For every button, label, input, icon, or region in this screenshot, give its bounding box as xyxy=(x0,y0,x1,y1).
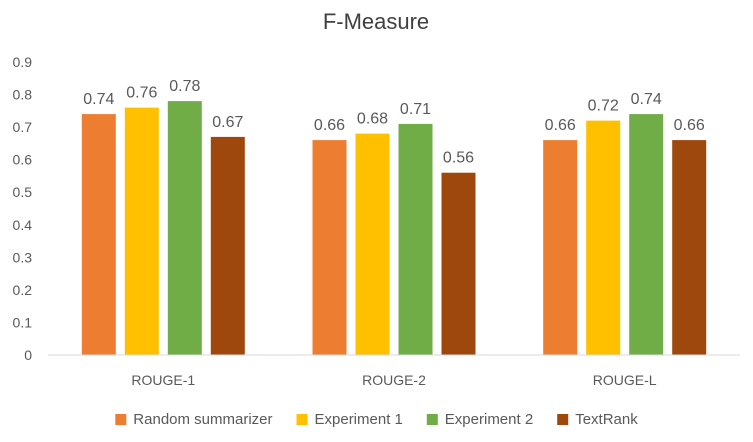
data-label: 0.78 xyxy=(169,78,200,95)
bar xyxy=(586,120,621,355)
bars: 0.74 0.76 0.78 0.67 0.66 0.68 0.71 0.56 0.66 0.72… xyxy=(81,78,707,356)
bar xyxy=(312,140,347,355)
x-tick-label: ROUGE-L xyxy=(593,372,657,388)
data-label: 0.72 xyxy=(588,98,619,115)
legend-label: Experiment 1 xyxy=(315,411,403,428)
bar xyxy=(167,101,202,355)
legend: Random summarizer Experiment 1 Experiment … xyxy=(115,411,638,428)
y-tick-label: 0.4 xyxy=(13,217,33,233)
data-label: 0.66 xyxy=(674,117,705,134)
y-tick-label: 0.5 xyxy=(13,184,33,200)
data-label: 0.74 xyxy=(631,91,662,108)
data-label: 0.71 xyxy=(400,101,431,118)
legend-swatch xyxy=(115,414,127,425)
legend-item: Experiment 1 xyxy=(296,411,403,428)
bar xyxy=(124,107,159,355)
bar xyxy=(210,136,245,355)
data-label: 0.74 xyxy=(83,91,114,108)
data-label: 0.68 xyxy=(357,111,388,128)
legend-label: Experiment 2 xyxy=(445,411,533,428)
legend-swatch xyxy=(557,414,569,425)
bar xyxy=(672,140,707,355)
y-tick-label: 0.2 xyxy=(13,282,33,298)
legend-label: TextRank xyxy=(575,411,638,428)
legend-item: Random summarizer xyxy=(115,411,273,428)
y-tick-label: 0.7 xyxy=(13,119,33,135)
x-tick-label: ROUGE-1 xyxy=(131,372,195,388)
bar xyxy=(441,172,476,355)
bar xyxy=(543,140,578,355)
legend-item: Experiment 2 xyxy=(426,411,533,428)
y-tick-label: 0.8 xyxy=(13,87,33,103)
y-axis: 0 0.1 0.2 0.3 0.4 0.5 0.6 0.7 0.8 0.9 xyxy=(13,54,33,363)
y-tick-label: 0.6 xyxy=(13,152,33,168)
y-tick-label: 0.1 xyxy=(13,314,33,330)
legend-swatch xyxy=(296,414,308,425)
y-tick-label: 0.3 xyxy=(13,249,33,265)
legend-label: Random summarizer xyxy=(133,411,272,428)
y-tick-label: 0 xyxy=(24,347,32,363)
legend-item: TextRank xyxy=(557,411,638,428)
bar xyxy=(355,133,390,355)
data-label: 0.66 xyxy=(314,117,345,134)
chart-title: F-Measure xyxy=(323,9,429,34)
data-label: 0.66 xyxy=(545,117,576,134)
legend-swatch xyxy=(426,414,438,425)
data-label: 0.67 xyxy=(212,114,243,131)
data-label: 0.76 xyxy=(126,85,157,102)
bar xyxy=(81,114,116,355)
y-tick-label: 0.9 xyxy=(13,54,33,70)
x-tick-label: ROUGE-2 xyxy=(362,372,426,388)
x-axis: ROUGE-1 ROUGE-2 ROUGE-L xyxy=(48,354,740,388)
data-label: 0.56 xyxy=(443,150,474,167)
bar xyxy=(629,114,664,355)
bar xyxy=(398,123,433,356)
